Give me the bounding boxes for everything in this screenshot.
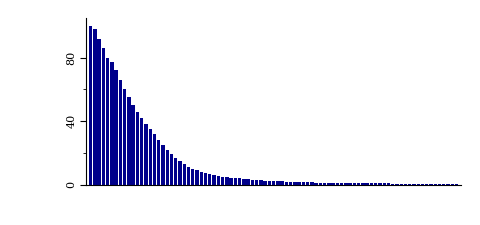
Bar xyxy=(285,182,288,184)
Bar xyxy=(276,181,279,184)
Bar xyxy=(353,183,356,184)
Bar xyxy=(182,164,186,184)
Bar xyxy=(166,150,169,184)
Bar xyxy=(348,183,352,184)
Bar xyxy=(114,70,118,184)
Bar xyxy=(140,118,144,184)
Bar xyxy=(298,182,301,184)
Bar xyxy=(216,176,220,184)
Bar xyxy=(357,183,360,184)
Bar xyxy=(157,140,160,184)
Bar xyxy=(370,183,373,184)
Bar xyxy=(246,179,250,184)
Bar xyxy=(161,145,165,184)
Bar xyxy=(234,178,237,184)
Bar xyxy=(306,182,309,184)
Bar xyxy=(195,170,199,184)
Bar xyxy=(289,182,292,184)
Bar xyxy=(268,181,271,184)
Bar xyxy=(225,177,228,184)
Bar xyxy=(242,179,245,184)
Bar xyxy=(178,161,182,184)
Bar xyxy=(123,89,126,184)
Bar xyxy=(144,124,148,184)
Bar xyxy=(374,183,377,184)
Bar xyxy=(340,183,343,184)
Bar xyxy=(378,183,382,184)
Bar xyxy=(255,180,258,184)
Bar xyxy=(272,181,276,184)
Bar xyxy=(127,97,131,184)
Bar xyxy=(327,183,331,184)
Bar xyxy=(310,182,313,184)
Bar xyxy=(102,48,105,184)
Bar xyxy=(259,180,263,184)
Bar xyxy=(383,183,386,184)
Bar xyxy=(238,178,241,184)
Bar xyxy=(136,112,139,184)
Bar xyxy=(212,175,216,184)
Bar xyxy=(336,183,339,184)
Bar xyxy=(208,174,212,184)
Bar xyxy=(170,154,173,184)
Bar xyxy=(153,134,156,184)
Bar xyxy=(332,183,335,184)
Bar xyxy=(191,169,194,184)
Bar xyxy=(251,180,254,184)
Bar xyxy=(106,58,109,184)
Bar xyxy=(229,178,233,184)
Bar xyxy=(97,39,101,184)
Bar xyxy=(344,183,348,184)
Bar xyxy=(204,173,207,184)
Bar xyxy=(361,183,365,184)
Bar xyxy=(89,26,92,184)
Bar xyxy=(221,177,224,184)
Bar xyxy=(264,181,267,184)
Bar xyxy=(110,62,114,184)
Bar xyxy=(319,183,322,184)
Bar xyxy=(293,182,297,184)
Bar xyxy=(387,183,390,184)
Bar xyxy=(314,182,318,184)
Bar xyxy=(301,182,305,184)
Bar xyxy=(365,183,369,184)
Bar xyxy=(323,183,326,184)
Bar xyxy=(280,182,284,184)
Bar xyxy=(174,158,178,184)
Bar xyxy=(148,129,152,184)
Bar xyxy=(132,105,135,184)
Bar xyxy=(119,80,122,184)
Bar xyxy=(93,29,96,184)
Bar xyxy=(187,167,190,184)
Bar xyxy=(200,172,203,184)
